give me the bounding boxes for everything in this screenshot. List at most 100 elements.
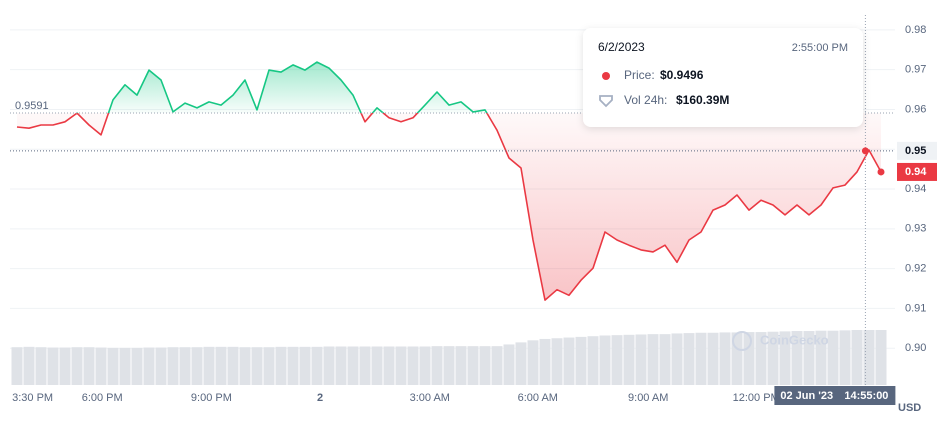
volume-bar bbox=[767, 331, 779, 385]
y-tick-label: 0.96 bbox=[905, 103, 926, 115]
y-tick-label: 0.94 bbox=[905, 183, 926, 195]
volume-bar bbox=[743, 332, 755, 385]
volume-bar bbox=[419, 346, 431, 385]
volume-bar bbox=[131, 347, 143, 385]
volume-bar bbox=[479, 346, 491, 385]
volume-bar bbox=[851, 330, 863, 385]
hover-x-box bbox=[774, 386, 896, 405]
y-tick-label: 0.93 bbox=[905, 223, 926, 235]
x-tick-label: 6:00 PM bbox=[82, 392, 123, 404]
volume-bar bbox=[71, 347, 83, 385]
volume-bar bbox=[143, 347, 155, 385]
volume-bar bbox=[875, 330, 887, 385]
y-tick-label: 0.91 bbox=[905, 302, 926, 314]
volume-bar bbox=[383, 346, 395, 385]
volume-bar bbox=[455, 346, 467, 385]
volume-bar bbox=[155, 347, 167, 385]
tooltip-price: $0.9496 bbox=[660, 68, 704, 82]
volume-bar bbox=[839, 330, 851, 385]
tooltip-vol-icon bbox=[599, 95, 613, 108]
volume-bar bbox=[215, 346, 227, 385]
volume-bar bbox=[299, 346, 311, 385]
volume-bar bbox=[671, 333, 683, 385]
volume-bar bbox=[311, 346, 323, 385]
y-tick-label: 0.97 bbox=[905, 64, 926, 76]
volume-bar bbox=[359, 346, 371, 385]
volume-bar bbox=[323, 346, 335, 385]
volume-bar bbox=[491, 346, 503, 385]
tooltip-volume-label: Vol 24h: bbox=[624, 93, 667, 107]
volume-bar bbox=[539, 338, 551, 385]
volume-bar bbox=[263, 347, 275, 385]
volume-bar bbox=[551, 338, 563, 385]
volume-bar bbox=[515, 342, 527, 385]
volume-bar bbox=[347, 346, 359, 385]
tooltip: 6/2/2023 2:55:00 PM Price: $0.9496 Vol 24h: $… bbox=[583, 28, 863, 127]
volume-bar bbox=[119, 347, 131, 385]
volume-bar bbox=[275, 346, 287, 385]
tooltip-date: 6/2/2023 bbox=[598, 40, 645, 54]
x-tick-label: 2 bbox=[317, 392, 323, 404]
volume-bar bbox=[443, 346, 455, 385]
volume-bar bbox=[563, 337, 575, 385]
volume-bar bbox=[167, 347, 179, 385]
volume-bar bbox=[35, 347, 47, 385]
baseline-label: 0.9591 bbox=[15, 100, 49, 112]
y-tick-label: 0.90 bbox=[905, 342, 926, 354]
volume-bar bbox=[239, 347, 251, 385]
volume-bar bbox=[83, 347, 95, 385]
volume-bar bbox=[827, 330, 839, 385]
y-tick-label: 0.98 bbox=[905, 24, 926, 36]
volume-bar bbox=[407, 346, 419, 385]
volume-bar bbox=[635, 334, 647, 385]
watermark-logo bbox=[732, 331, 752, 351]
volume-bar bbox=[791, 331, 803, 385]
y-tick-label: 0.92 bbox=[905, 263, 926, 275]
volume-bar bbox=[59, 347, 71, 385]
volume-bar bbox=[287, 346, 299, 385]
volume-bar bbox=[503, 344, 515, 385]
volume-bar bbox=[251, 347, 263, 385]
price-line bbox=[16, 61, 882, 301]
volume-bar bbox=[335, 346, 347, 385]
volume-bar bbox=[11, 347, 23, 385]
volume-bar bbox=[755, 332, 767, 385]
hover-y-label: 0.95 bbox=[905, 145, 926, 157]
x-tick-label: 9:00 AM bbox=[628, 392, 668, 404]
volume-bar bbox=[95, 347, 107, 385]
volume-bar bbox=[647, 334, 659, 385]
tooltip-volume: $160.39M bbox=[676, 93, 729, 107]
hover-y-box bbox=[897, 141, 937, 160]
x-tick-label: 6:00 AM bbox=[518, 392, 558, 404]
volume-bar bbox=[179, 347, 191, 385]
volume-bar bbox=[587, 336, 599, 385]
volume-bar bbox=[707, 332, 719, 385]
last-label: 0.94 bbox=[905, 166, 927, 178]
volume-bar bbox=[395, 346, 407, 385]
last-dot bbox=[877, 168, 885, 176]
volume-bar bbox=[695, 332, 707, 385]
volume-bar bbox=[527, 340, 539, 385]
volume-bar bbox=[803, 331, 815, 385]
tooltip-price-dot bbox=[602, 72, 610, 80]
hover-x-date: 02 Jun '23 bbox=[780, 390, 833, 402]
volume-bar bbox=[731, 332, 743, 385]
hover-x-time: 14:55:00 bbox=[844, 390, 888, 402]
volume-bar bbox=[431, 346, 443, 385]
volume-bar bbox=[203, 346, 215, 385]
volume-bar bbox=[779, 331, 791, 385]
volume-bar bbox=[683, 333, 695, 385]
volume-bar bbox=[575, 336, 587, 385]
volume-bar bbox=[815, 330, 827, 385]
volume-bar bbox=[611, 335, 623, 385]
volume-bar bbox=[107, 347, 119, 385]
volume-bar bbox=[47, 347, 59, 385]
x-tick-label: 3:00 AM bbox=[410, 392, 450, 404]
hover-dot bbox=[861, 147, 869, 155]
last-box bbox=[897, 162, 937, 181]
volume-bar bbox=[659, 334, 671, 385]
x-tick-label: 12:00 PM bbox=[733, 392, 780, 404]
tooltip-box bbox=[583, 28, 863, 127]
x-tick-label: 3:30 PM bbox=[12, 392, 53, 404]
volume-bar bbox=[863, 330, 875, 385]
